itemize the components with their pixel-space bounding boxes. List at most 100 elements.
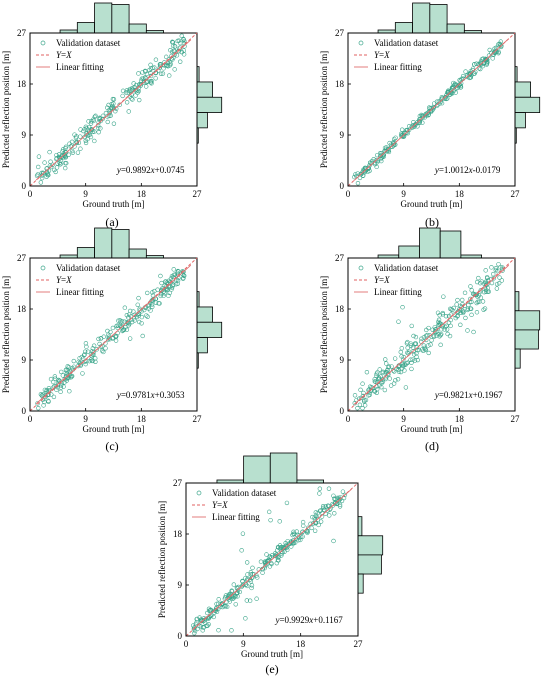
y-tick-label: 0 (340, 181, 345, 191)
data-point (208, 607, 214, 613)
data-point (47, 149, 52, 155)
data-point (83, 341, 89, 346)
data-point (136, 71, 141, 76)
data-point (58, 383, 64, 388)
data-point (97, 116, 103, 121)
data-point (340, 489, 346, 494)
data-point (150, 290, 155, 295)
data-point (305, 530, 310, 536)
data-point (411, 333, 416, 339)
data-point (46, 398, 51, 404)
data-point (48, 164, 54, 170)
data-point (88, 351, 94, 357)
legend-label-2: Linear fitting (56, 62, 104, 72)
data-point (192, 625, 197, 630)
data-point (330, 503, 336, 508)
data-point (159, 280, 164, 286)
data-point (240, 579, 245, 584)
data-point (130, 97, 135, 102)
data-point (327, 513, 332, 518)
data-point-outlier (438, 342, 443, 348)
hist-top-bar (439, 230, 462, 259)
x-axis-label: Ground truth [m] (83, 424, 145, 434)
data-point (337, 496, 343, 502)
hist-right-bar (196, 96, 223, 113)
data-point (481, 307, 486, 312)
hist-right-bar (514, 348, 521, 369)
data-point (48, 376, 54, 382)
data-point (105, 105, 110, 110)
data-point-outlier (239, 548, 244, 553)
y-tick-label: 18 (335, 304, 345, 314)
data-point-outlier (409, 366, 414, 372)
data-point (80, 371, 85, 376)
data-point (407, 124, 412, 129)
data-point (426, 112, 431, 118)
data-point (273, 553, 278, 559)
data-point (176, 38, 182, 43)
data-point (195, 626, 200, 632)
data-point (148, 80, 154, 85)
data-point (42, 399, 47, 405)
data-point (211, 614, 216, 620)
data-point (169, 273, 175, 279)
data-point (478, 288, 483, 293)
data-point (206, 622, 211, 627)
data-point (42, 387, 48, 393)
hist-top-bar (76, 22, 95, 34)
data-point (234, 591, 239, 596)
legend-marker-scatter (358, 265, 364, 271)
data-point (357, 402, 363, 407)
y-tick-label: 0 (340, 406, 345, 416)
data-point-outlier (489, 280, 495, 286)
hist-right-bar (196, 112, 208, 129)
data-point-outlier (316, 522, 321, 528)
data-point (294, 529, 299, 534)
data-point (405, 345, 410, 350)
data-point (63, 160, 68, 166)
data-point (291, 529, 296, 535)
data-point (144, 313, 149, 318)
hist-top-bar (128, 23, 147, 34)
data-point (235, 590, 240, 595)
data-point-outlier (317, 491, 322, 496)
data-point (388, 383, 394, 388)
x-tick-label: 9 (83, 189, 88, 199)
data-point (63, 165, 68, 171)
data-point (223, 595, 228, 600)
data-point (175, 268, 181, 274)
data-point (478, 66, 483, 72)
data-point (173, 282, 179, 287)
data-point-outlier (326, 486, 332, 491)
y-tick-label: 0 (22, 406, 27, 416)
data-point (90, 346, 96, 351)
x-tick-label: 9 (241, 639, 246, 649)
data-point (78, 146, 83, 151)
data-point (103, 346, 108, 351)
data-point-outlier (243, 616, 248, 621)
data-point (63, 367, 69, 373)
data-point (163, 54, 169, 60)
data-point (401, 363, 406, 369)
legend-label-0: Validation dataset (374, 38, 439, 48)
data-point (134, 82, 139, 88)
data-point (165, 287, 170, 293)
data-point (483, 268, 488, 273)
data-point (148, 308, 153, 313)
data-point (399, 127, 405, 132)
data-point (139, 321, 144, 326)
x-axis-label: Ground truth [m] (401, 424, 463, 434)
data-point (379, 158, 384, 164)
data-point (52, 374, 58, 379)
data-point (41, 403, 46, 408)
data-point (353, 172, 358, 177)
data-point (227, 599, 233, 604)
data-point (315, 517, 321, 522)
legend-label-0: Validation dataset (212, 488, 277, 498)
hist-top-bar (111, 229, 130, 259)
data-point-outlier (81, 128, 86, 134)
legend-marker-scatter (196, 490, 202, 496)
data-point (458, 85, 463, 90)
data-point (219, 601, 225, 606)
data-point (418, 339, 424, 344)
